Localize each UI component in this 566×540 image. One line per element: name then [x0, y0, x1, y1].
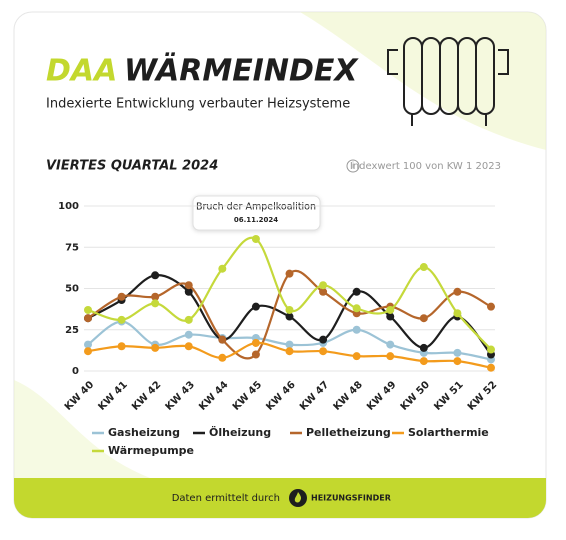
data-point: [84, 314, 92, 323]
data-point: [285, 269, 294, 278]
data-point: [453, 287, 462, 296]
data-point: [218, 335, 227, 344]
y-tick-label: 25: [65, 325, 79, 336]
data-point: [319, 335, 328, 344]
section-title: VIERTES QUARTAL 2024: [46, 159, 218, 174]
data-point: [352, 352, 361, 361]
footer-flame: [294, 492, 302, 503]
info-icon-glyph: i: [352, 162, 355, 172]
data-point: [419, 314, 428, 323]
data-point: [386, 352, 395, 361]
data-point: [117, 342, 126, 351]
data-point: [151, 343, 160, 352]
data-point: [386, 340, 395, 349]
data-point: [386, 312, 395, 321]
data-point: [251, 302, 260, 311]
footer-brand: HEIZUNGSFINDER: [311, 494, 391, 503]
legend-label: Solarthermie: [408, 426, 489, 439]
y-tick-label: 50: [65, 284, 79, 295]
data-point: [184, 287, 193, 296]
data-point: [285, 312, 294, 321]
data-point: [285, 340, 294, 349]
annotation: Bruch der Ampelkoalition 06.11.2024: [192, 195, 321, 231]
legend-label: Wärmepumpe: [108, 444, 194, 457]
data-point: [218, 264, 227, 273]
data-point: [84, 340, 92, 349]
note: Indexwert 100 von KW 1 2023: [350, 161, 501, 172]
y-tick-label: 0: [72, 366, 79, 377]
data-point: [184, 342, 193, 351]
data-point: [419, 343, 428, 352]
y-tick-label: 75: [65, 242, 79, 253]
data-point: [84, 347, 92, 356]
footer-band: [14, 478, 546, 518]
data-point: [285, 305, 294, 314]
data-point: [218, 353, 227, 362]
data-point: [487, 363, 495, 372]
legend-label: Gasheizung: [108, 426, 180, 439]
data-point: [419, 263, 428, 272]
y-tick-label: 100: [58, 201, 79, 212]
data-point: [352, 304, 361, 313]
data-point: [453, 357, 462, 366]
chart-title: WÄRMEINDEX: [124, 53, 359, 89]
data-point: [419, 357, 428, 366]
data-point: [117, 292, 126, 301]
info-icon: [346, 159, 360, 173]
data-point: [151, 292, 160, 301]
data-point: [319, 347, 328, 356]
data-point: [386, 305, 395, 314]
data-point: [352, 287, 361, 296]
data-point: [184, 315, 193, 324]
data-point: [251, 338, 260, 347]
annotation-text: Bruch der Ampelkoalition: [196, 202, 316, 213]
data-point: [184, 330, 193, 339]
data-point: [453, 309, 462, 318]
data-point: [285, 347, 294, 356]
brand-logo: DAA: [46, 54, 117, 89]
data-point: [453, 348, 462, 357]
subtitle: Indexierte Entwicklung verbauter Heizsys…: [46, 97, 350, 112]
data-point: [251, 350, 260, 359]
legend-label: Ölheizung: [209, 425, 271, 439]
data-point: [487, 302, 495, 311]
data-point: [319, 281, 328, 290]
radiator-icon: [387, 37, 509, 126]
data-point: [251, 235, 260, 243]
footer-text: Daten ermittelt durch: [172, 493, 280, 504]
data-point: [487, 345, 495, 354]
legend-label: Pelletheizung: [306, 426, 391, 439]
annotation-date: 06.11.2024: [234, 216, 278, 224]
data-point: [151, 271, 160, 280]
data-point: [151, 299, 160, 308]
data-point: [184, 281, 193, 290]
data-point: [117, 315, 126, 324]
data-point: [352, 325, 361, 334]
data-point: [84, 305, 92, 314]
data-point: [319, 287, 328, 296]
